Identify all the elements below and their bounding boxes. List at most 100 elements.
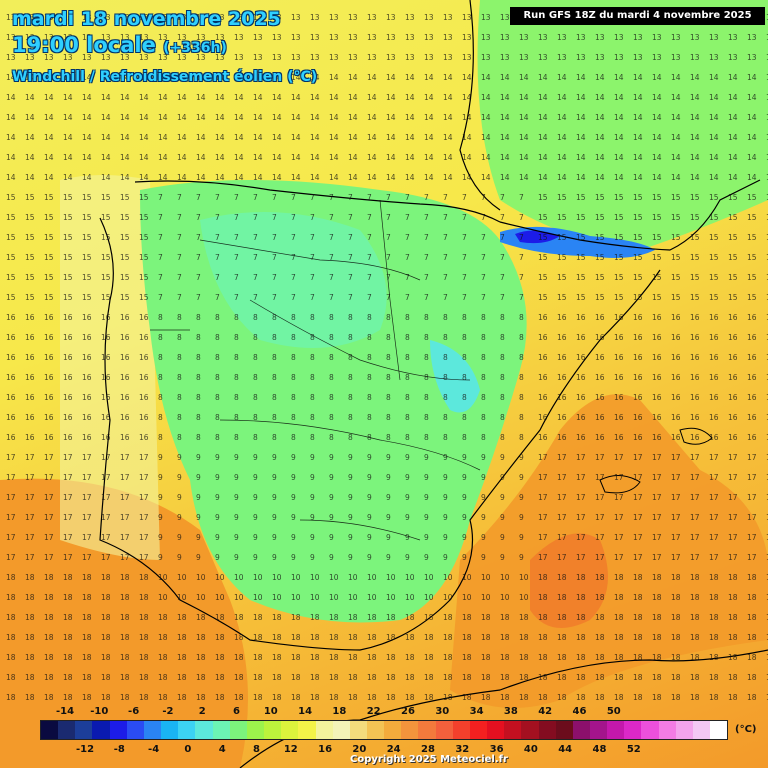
grid-value: 18 — [671, 653, 681, 662]
grid-value: 14 — [291, 73, 301, 82]
grid-value: 17 — [576, 553, 586, 562]
grid-value: 8 — [386, 373, 391, 382]
grid-value: 17 — [6, 493, 16, 502]
grid-value: 14 — [6, 113, 16, 122]
grid-value: 10 — [424, 573, 434, 582]
grid-value: 14 — [405, 93, 415, 102]
grid-value: 7 — [500, 213, 505, 222]
grid-value: 9 — [481, 493, 486, 502]
grid-value: 9 — [234, 493, 239, 502]
grid-value: 16 — [709, 393, 719, 402]
warm-zone-southeast — [450, 394, 768, 708]
grid-value: 18 — [101, 653, 111, 662]
grid-value: 8 — [196, 333, 201, 342]
grid-value: 9 — [519, 453, 524, 462]
warm-zone-southwest — [0, 478, 248, 768]
grid-value: 8 — [348, 413, 353, 422]
grid-value: 14 — [538, 133, 548, 142]
grid-value: 13 — [443, 33, 453, 42]
grid-value: 9 — [158, 533, 163, 542]
grid-value: 16 — [766, 393, 768, 402]
grid-value: 9 — [177, 493, 182, 502]
grid-value: 18 — [443, 653, 453, 662]
grid-value: 9 — [291, 493, 296, 502]
grid-value: 16 — [120, 353, 130, 362]
grid-value: 10 — [215, 593, 225, 602]
grid-value: 9 — [329, 493, 334, 502]
grid-value: 18 — [557, 653, 567, 662]
grid-value: 14 — [367, 93, 377, 102]
grid-value: 18 — [44, 613, 54, 622]
grid-value: 17 — [652, 493, 662, 502]
grid-value: 9 — [234, 533, 239, 542]
grid-value: 18 — [120, 653, 130, 662]
grid-value: 14 — [139, 73, 149, 82]
grid-value: 7 — [462, 293, 467, 302]
grid-value: 15 — [557, 293, 567, 302]
grid-value: 14 — [177, 113, 187, 122]
grid-value: 18 — [6, 613, 16, 622]
grid-value: 14 — [6, 73, 16, 82]
grid-value: 8 — [367, 333, 372, 342]
grid-value: 15 — [709, 253, 719, 262]
grid-value: 7 — [348, 253, 353, 262]
grid-value: 13 — [177, 33, 187, 42]
grid-value: 15 — [595, 233, 605, 242]
grid-value: 16 — [139, 433, 149, 442]
grid-value: 14 — [462, 113, 472, 122]
grid-value: 7 — [386, 293, 391, 302]
grid-value: 16 — [120, 413, 130, 422]
grid-value: 8 — [310, 353, 315, 362]
grid-value: 9 — [158, 553, 163, 562]
grid-value: 18 — [652, 593, 662, 602]
grid-value: 15 — [576, 253, 586, 262]
grid-value: 16 — [595, 353, 605, 362]
grid-value: 13 — [443, 13, 453, 22]
grid-value: 8 — [500, 353, 505, 362]
grid-value: 13 — [329, 53, 339, 62]
grid-value: 13 — [348, 53, 358, 62]
grid-value: 15 — [557, 213, 567, 222]
grid-value: 15 — [576, 233, 586, 242]
grid-value: 14 — [766, 113, 768, 122]
grid-value: 16 — [709, 373, 719, 382]
grid-value: 10 — [177, 593, 187, 602]
grid-value: 16 — [538, 413, 548, 422]
scale-swatch — [521, 721, 539, 739]
grid-value: 18 — [576, 653, 586, 662]
grid-value: 8 — [177, 413, 182, 422]
scale-swatch — [538, 721, 556, 739]
grid-value: 13 — [747, 53, 757, 62]
grid-value: 16 — [120, 373, 130, 382]
grid-value: 17 — [44, 473, 54, 482]
grid-value: 18 — [595, 593, 605, 602]
grid-value: 10 — [234, 573, 244, 582]
grid-value: 7 — [367, 233, 372, 242]
grid-value: 18 — [519, 613, 529, 622]
grid-value: 16 — [576, 353, 586, 362]
grid-value: 17 — [25, 473, 35, 482]
grid-value: 14 — [367, 113, 377, 122]
grid-value: 9 — [196, 453, 201, 462]
grid-value: 9 — [367, 493, 372, 502]
grid-value: 7 — [272, 273, 277, 282]
grid-value: 14 — [329, 153, 339, 162]
grid-value: 9 — [215, 473, 220, 482]
grid-value: 8 — [367, 413, 372, 422]
grid-value: 7 — [424, 193, 429, 202]
scale-label: 20 — [352, 744, 367, 755]
grid-value: 8 — [234, 373, 239, 382]
grid-value: 8 — [519, 313, 524, 322]
grid-value: 8 — [348, 393, 353, 402]
grid-value: 18 — [291, 613, 301, 622]
scale-label: 34 — [469, 706, 484, 717]
grid-value: 7 — [158, 213, 163, 222]
grid-value: 14 — [63, 73, 73, 82]
grid-value: 18 — [196, 673, 206, 682]
grid-value: 17 — [709, 533, 719, 542]
scale-label: -10 — [90, 706, 109, 717]
grid-value: 18 — [747, 653, 757, 662]
grid-value: 13 — [234, 33, 244, 42]
grid-value: 18 — [139, 613, 149, 622]
grid-value: 18 — [253, 693, 263, 702]
